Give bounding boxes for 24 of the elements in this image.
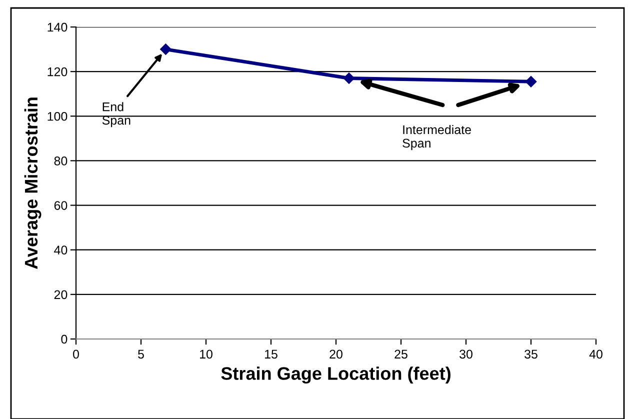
y-tick-label: 120	[48, 67, 68, 76]
x-tick-label: 25	[394, 350, 408, 359]
x-tick-label: 15	[265, 350, 278, 359]
y-tick-label: 0	[61, 334, 68, 344]
x-tick-label: 30	[460, 350, 472, 359]
x-tick-label: 20	[330, 350, 342, 359]
point	[160, 44, 172, 55]
y-tick-label: 80	[54, 156, 68, 166]
x-tick-label: 40	[589, 350, 602, 359]
point	[343, 72, 355, 84]
y-tick-label: 60	[54, 201, 68, 210]
point	[525, 76, 537, 88]
y-tick-label: 140	[48, 22, 68, 32]
y-tick-label: 20	[54, 290, 68, 300]
x-axis-title: Strain Gage Location (feet)	[221, 366, 450, 384]
y-tick-label: 40	[54, 246, 68, 255]
x-tick-label: 10	[200, 350, 212, 359]
x-tick-label: 5	[138, 350, 144, 359]
x-tick-label: 35	[524, 350, 538, 359]
x-tick-label: 0	[73, 350, 79, 359]
annotation: End Span	[102, 102, 130, 128]
y-tick-label: 100	[48, 112, 68, 121]
annotation: Intermediate Span	[402, 124, 471, 150]
y-axis-title: Average Microstrain	[24, 98, 42, 270]
